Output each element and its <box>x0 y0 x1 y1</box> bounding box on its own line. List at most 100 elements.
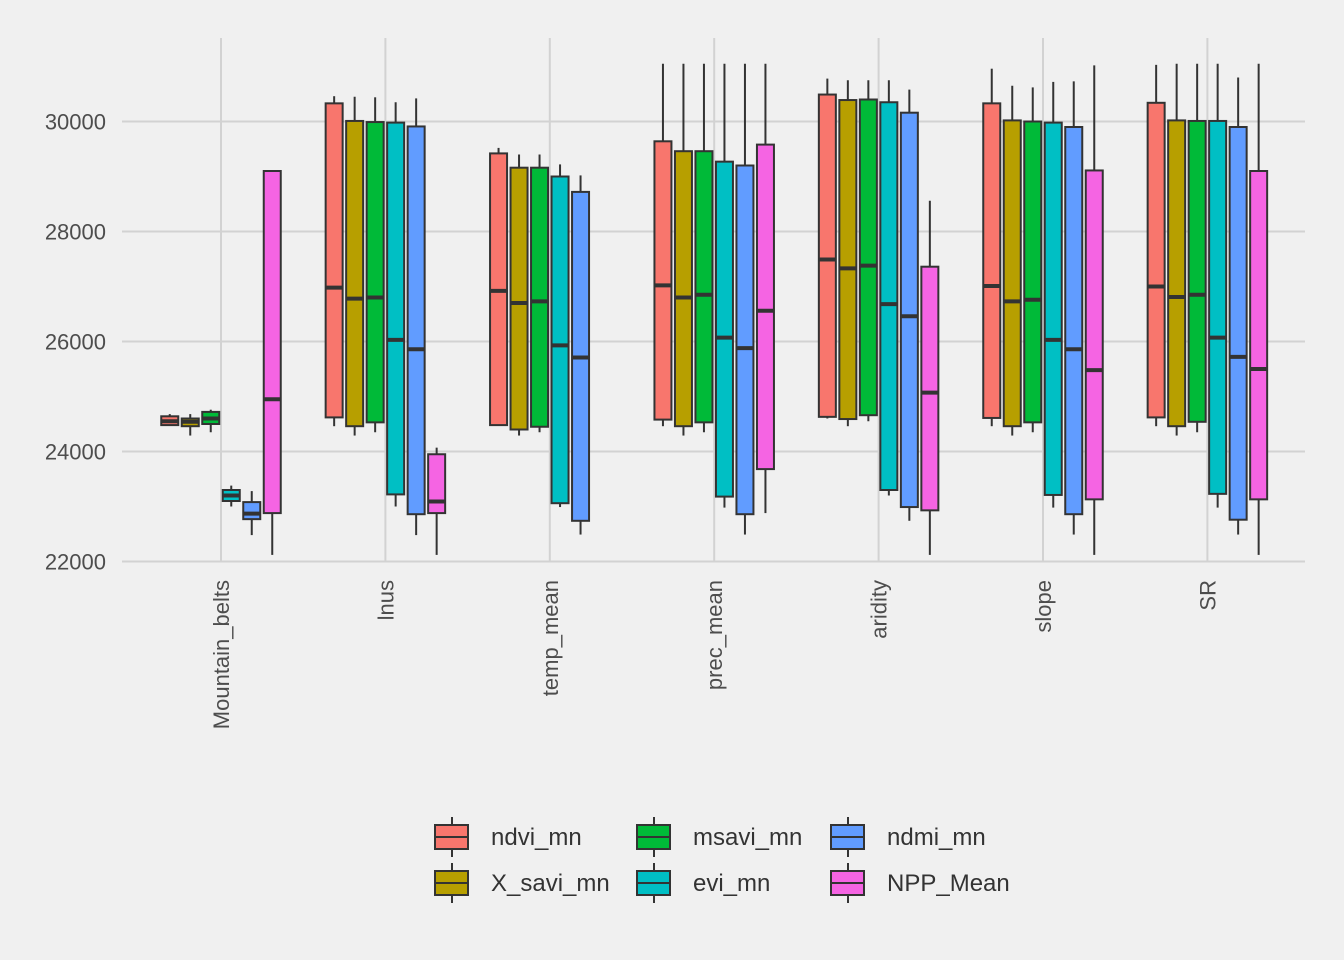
boxes <box>160 63 1269 555</box>
box-body <box>1043 121 1063 496</box>
box <box>1208 63 1228 508</box>
box-body <box>386 121 406 496</box>
legend-label: msavi_mn <box>693 824 802 851</box>
box <box>714 63 734 508</box>
box <box>221 485 241 507</box>
legend-item-msavi_mn: msavi_mn <box>636 817 802 857</box>
box <box>694 63 714 433</box>
box <box>365 97 385 433</box>
box <box>1043 81 1063 508</box>
box-body <box>1084 169 1104 501</box>
x-axis: Mountain_belts lnus temp_mean prec_mean arid… <box>209 580 1220 729</box>
x-tick-label: temp_mean <box>538 580 563 696</box>
box-body <box>550 175 570 505</box>
box-body <box>838 99 858 421</box>
legend-item-ndvi_mn: ndvi_mn <box>434 817 582 857</box>
legend-label: ndmi_mn <box>887 824 986 851</box>
box-body <box>858 98 878 417</box>
box <box>1023 87 1043 433</box>
box <box>920 200 940 555</box>
box <box>838 80 858 427</box>
box-body <box>673 150 693 428</box>
box <box>550 164 570 508</box>
box <box>1167 63 1187 436</box>
box <box>345 96 365 436</box>
box-body <box>714 160 734 498</box>
box <box>1249 63 1269 555</box>
box-body <box>899 111 919 509</box>
gridlines <box>122 38 1305 563</box>
series-ndvi_mn <box>160 63 1166 427</box>
box <box>817 78 837 419</box>
box-body <box>1167 119 1187 428</box>
box-body <box>755 143 775 471</box>
box <box>982 68 1002 427</box>
legend-item-ndmi_mn: ndmi_mn <box>830 817 986 857</box>
box <box>1146 64 1166 427</box>
box-body <box>817 93 837 418</box>
box <box>653 63 673 427</box>
box <box>262 170 282 555</box>
box <box>406 98 426 536</box>
legend-item-evi_mn: evi_mn <box>636 863 770 903</box>
box-body <box>1146 101 1166 419</box>
x-tick-label: prec_mean <box>702 580 727 690</box>
x-tick-label: Mountain_belts <box>209 580 234 729</box>
box-body <box>982 102 1002 419</box>
box-body <box>1187 119 1207 423</box>
box-body <box>735 164 755 516</box>
y-tick-label: 22000 <box>45 550 106 575</box>
box <box>899 89 919 521</box>
x-tick-label: aridity <box>867 580 892 639</box>
series-evi_mn <box>221 63 1228 508</box>
box <box>324 96 344 427</box>
x-tick-label: SR <box>1195 580 1220 611</box>
box <box>879 80 899 496</box>
box-body <box>345 119 365 428</box>
y-tick-label: 28000 <box>45 220 106 245</box>
box-body <box>1208 119 1228 495</box>
box <box>201 409 221 433</box>
box-body <box>406 125 426 516</box>
y-tick-label: 24000 <box>45 440 106 465</box>
box <box>571 175 591 535</box>
legend-label: evi_mn <box>693 870 770 897</box>
series-X_savi_mn <box>180 63 1187 436</box>
box-body <box>242 501 262 521</box>
box-body <box>427 453 447 515</box>
box-body <box>262 170 282 515</box>
box-body <box>879 101 899 491</box>
box-body <box>1228 126 1248 521</box>
box-body <box>694 150 714 424</box>
box <box>386 102 406 507</box>
y-axis: 22000 24000 26000 28000 30000 <box>45 110 106 575</box>
box <box>1228 77 1248 535</box>
box-body <box>530 166 550 428</box>
legend-label: X_savi_mn <box>491 870 610 897</box>
box <box>755 63 775 514</box>
box <box>489 147 509 427</box>
box-body <box>365 121 385 424</box>
box <box>1064 81 1084 535</box>
y-tick-label: 30000 <box>45 110 106 135</box>
x-tick-label: slope <box>1031 580 1056 633</box>
box-body <box>324 102 344 419</box>
x-tick-label: lnus <box>373 580 398 620</box>
series-msavi_mn <box>201 63 1207 433</box>
box <box>1187 63 1207 433</box>
box-body <box>1002 119 1022 428</box>
series-NPP_Mean <box>262 63 1269 555</box>
box <box>673 63 693 436</box>
box <box>1084 65 1104 555</box>
box <box>530 154 550 433</box>
box-body <box>509 166 529 431</box>
legend-label: ndvi_mn <box>491 824 582 851</box>
legend: ndvi_mn X_savi_mn msavi_mn evi_mn ndmi_mn NPP… <box>434 817 1010 903</box>
box <box>735 63 755 535</box>
box <box>509 154 529 436</box>
box-body <box>920 265 940 512</box>
box-body <box>1064 126 1084 516</box>
box <box>1002 85 1022 436</box>
box-body <box>653 140 673 421</box>
